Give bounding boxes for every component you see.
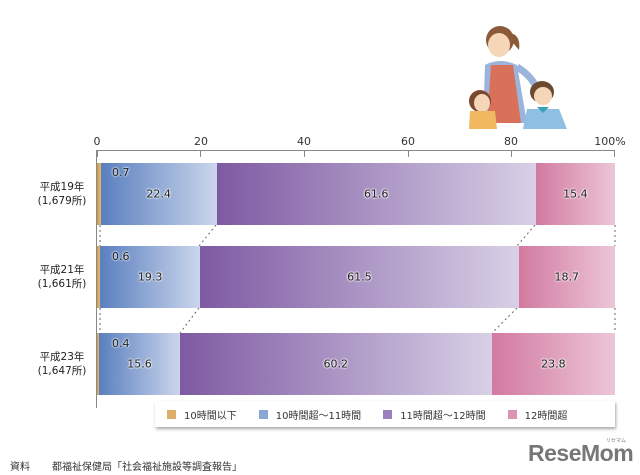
legend-label: 12時間超 — [524, 410, 568, 422]
bar-segment-10h-or-less — [97, 246, 101, 308]
value-label: 15.4 — [563, 187, 588, 201]
x-tick-label: 20 — [194, 135, 208, 148]
value-label: 15.6 — [127, 357, 152, 371]
legend-label: 10時間超～11時間 — [275, 410, 362, 422]
legend-item: 10時間超～11時間 — [258, 407, 362, 422]
row-label: 平成21年 (1,661所) — [30, 263, 94, 291]
legend-swatch — [383, 409, 393, 419]
x-tick-label: 0 — [93, 135, 101, 148]
chart-legend: 10時間以下 10時間超～11時間 11時間超～12時間 12時間超 — [155, 401, 615, 427]
bar-segment-10-11h: 15.6 — [99, 333, 180, 395]
bar-segment-10h-or-less — [97, 163, 101, 225]
value-label: 61.6 — [363, 187, 389, 201]
value-label: 23.8 — [541, 357, 566, 371]
legend-label: 10時間以下 — [184, 410, 237, 422]
bar-segment-10-11h: 19.3 — [100, 246, 201, 308]
legend-item: 12時間超 — [507, 407, 568, 422]
row-count: (1,661所) — [37, 278, 87, 290]
row-count: (1,647所) — [37, 365, 87, 377]
x-tick-label: 60 — [401, 135, 415, 148]
caregiver-children-illustration — [469, 26, 567, 129]
bar-segment-10h-or-less — [97, 333, 100, 395]
x-tick — [200, 150, 201, 157]
x-tick — [614, 150, 615, 157]
value-label: 18.7 — [554, 270, 580, 284]
logo-subtext: リセマム — [606, 438, 627, 444]
x-tick — [97, 150, 98, 157]
value-label: 22.4 — [146, 187, 171, 201]
x-tick-label: 40 — [297, 135, 311, 148]
bar-segment-11-12h: 61.5 — [200, 246, 519, 308]
value-label-small: 0.7 — [112, 166, 130, 179]
x-tick — [511, 150, 512, 157]
x-tick — [304, 150, 305, 157]
legend-item: 10時間以下 — [167, 407, 237, 422]
bar-segment-over-12h: 18.7 — [518, 246, 615, 308]
bar-segment-10-11h: 22.4 — [100, 163, 217, 225]
legend-swatch — [167, 409, 176, 419]
legend-label: 11時間超～12時間 — [400, 410, 486, 422]
legend-swatch — [258, 409, 268, 419]
value-label-small: 0.4 — [112, 337, 130, 350]
bar-row: 15.6 60.2 23.8 — [97, 333, 615, 395]
x-tick — [408, 150, 409, 157]
source-note: 資料 都福祉保健局「社会福祉施設等調査報告」 — [10, 458, 242, 473]
value-label: 61.5 — [347, 270, 372, 284]
row-count: (1,679所) — [37, 195, 87, 207]
y-axis-line — [96, 150, 97, 408]
legend-item: 11時間超～12時間 — [383, 407, 486, 422]
bar-segment-over-12h: 23.8 — [491, 333, 615, 395]
row-label: 平成19年 (1,679所) — [30, 180, 94, 208]
value-label: 60.2 — [323, 357, 349, 371]
x-tick-label: 80 — [504, 135, 518, 148]
legend-swatch — [507, 409, 517, 419]
source-text: 都福祉保健局「社会福祉施設等調査報告」 — [52, 462, 242, 473]
row-year: 平成19年 — [39, 181, 85, 193]
row-year: 平成21年 — [39, 264, 85, 276]
bar-row: 22.4 61.6 15.4 — [97, 163, 615, 225]
bar-segment-11-12h: 60.2 — [179, 333, 492, 395]
value-label-small: 0.6 — [112, 250, 130, 263]
bar-segment-11-12h: 61.6 — [216, 163, 536, 225]
bar-segment-over-12h: 15.4 — [535, 163, 615, 225]
x-axis-line — [97, 150, 615, 151]
row-year: 平成23年 — [39, 351, 85, 363]
source-label: 資料 — [10, 462, 30, 473]
x-tick-label: 100% — [594, 135, 626, 148]
resemom-logo: ReseMom — [528, 440, 634, 466]
row-label: 平成23年 (1,647所) — [30, 350, 94, 378]
value-label: 19.3 — [137, 270, 163, 284]
bar-row: 19.3 61.5 18.7 — [97, 246, 615, 308]
